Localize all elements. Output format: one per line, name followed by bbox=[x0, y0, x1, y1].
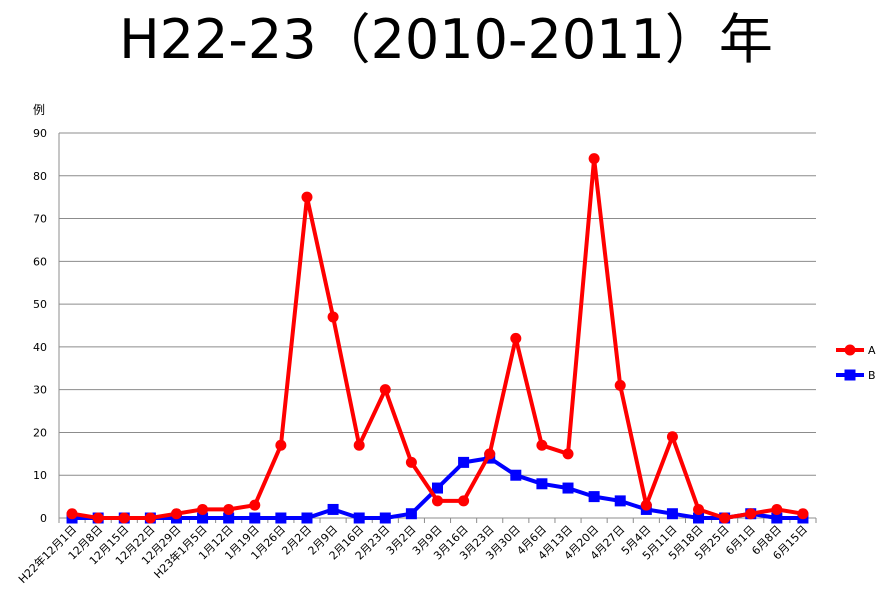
legend-label-B: B bbox=[868, 369, 876, 382]
chart-title: H22-23（2010-2011）年 bbox=[119, 8, 773, 71]
data-point-B bbox=[562, 482, 574, 494]
data-point-A bbox=[536, 439, 548, 451]
data-point-B bbox=[353, 512, 365, 524]
data-point-B bbox=[588, 491, 600, 503]
legend-item-A: A bbox=[836, 344, 876, 357]
legend: AB bbox=[836, 344, 876, 382]
y-axis-unit-label: 例 bbox=[33, 103, 45, 117]
series-line-A bbox=[71, 156, 804, 520]
data-point-A bbox=[327, 311, 339, 323]
data-point-A bbox=[614, 379, 626, 391]
y-tick-label: 90 bbox=[33, 127, 47, 140]
data-point-B bbox=[197, 512, 209, 524]
y-tick-label: 70 bbox=[33, 213, 47, 226]
series-A bbox=[66, 153, 809, 524]
data-point-A bbox=[144, 512, 156, 524]
data-point-A bbox=[301, 191, 313, 203]
data-point-B bbox=[275, 512, 287, 524]
legend-label-A: A bbox=[868, 344, 876, 357]
y-tick-label: 40 bbox=[33, 341, 47, 354]
data-point-A bbox=[745, 508, 757, 520]
y-tick-label: 0 bbox=[40, 512, 47, 525]
data-point-B bbox=[771, 512, 783, 524]
data-point-A bbox=[562, 448, 574, 460]
data-point-A bbox=[771, 503, 783, 515]
y-axis: 0 10 20 30 40 50 60 70 80 90 bbox=[33, 127, 60, 525]
data-point-B bbox=[301, 512, 313, 524]
data-point-B bbox=[693, 512, 705, 524]
data-point-B bbox=[405, 508, 417, 520]
data-point-B bbox=[510, 469, 522, 481]
series-layer bbox=[66, 153, 809, 524]
data-point-A bbox=[458, 495, 470, 507]
data-point-A bbox=[797, 508, 809, 520]
data-point-A bbox=[666, 431, 678, 443]
data-point-A bbox=[405, 456, 417, 468]
y-tick-label: 50 bbox=[33, 298, 47, 311]
data-point-B bbox=[327, 503, 339, 515]
y-tick-label: 10 bbox=[33, 469, 47, 482]
y-tick-label: 80 bbox=[33, 170, 47, 183]
y-tick-label: 60 bbox=[33, 255, 47, 268]
legend-marker-B bbox=[844, 369, 856, 381]
legend-item-B: B bbox=[836, 369, 876, 382]
data-point-B bbox=[614, 495, 626, 507]
data-point-A bbox=[484, 448, 496, 460]
data-point-B bbox=[223, 512, 235, 524]
data-point-A bbox=[432, 495, 443, 507]
data-point-A bbox=[170, 508, 182, 520]
legend-marker-A bbox=[844, 344, 856, 356]
data-point-A bbox=[92, 512, 104, 524]
data-point-B bbox=[458, 456, 470, 468]
y-tick-label: 30 bbox=[33, 384, 47, 397]
data-point-A bbox=[223, 503, 235, 515]
data-point-A bbox=[510, 332, 522, 344]
y-tick-label: 20 bbox=[33, 426, 47, 439]
data-point-A bbox=[66, 508, 78, 520]
data-point-A bbox=[118, 512, 130, 524]
data-point-B bbox=[249, 512, 261, 524]
data-point-B bbox=[536, 478, 548, 490]
data-point-B bbox=[379, 512, 391, 524]
data-point-B bbox=[666, 508, 678, 520]
data-point-A bbox=[249, 499, 261, 511]
data-point-A bbox=[197, 503, 209, 515]
x-axis: H22年12月1日12月8日12月15日12月22日12月29日H23年1月5日… bbox=[15, 517, 817, 586]
data-point-A bbox=[640, 499, 652, 511]
data-point-A bbox=[719, 512, 731, 524]
grid-lines bbox=[59, 132, 816, 519]
data-point-A bbox=[379, 384, 391, 396]
data-point-A bbox=[693, 503, 705, 515]
data-point-A bbox=[588, 153, 600, 165]
data-point-A bbox=[275, 439, 287, 451]
data-point-B bbox=[432, 482, 443, 494]
data-point-A bbox=[353, 439, 365, 451]
